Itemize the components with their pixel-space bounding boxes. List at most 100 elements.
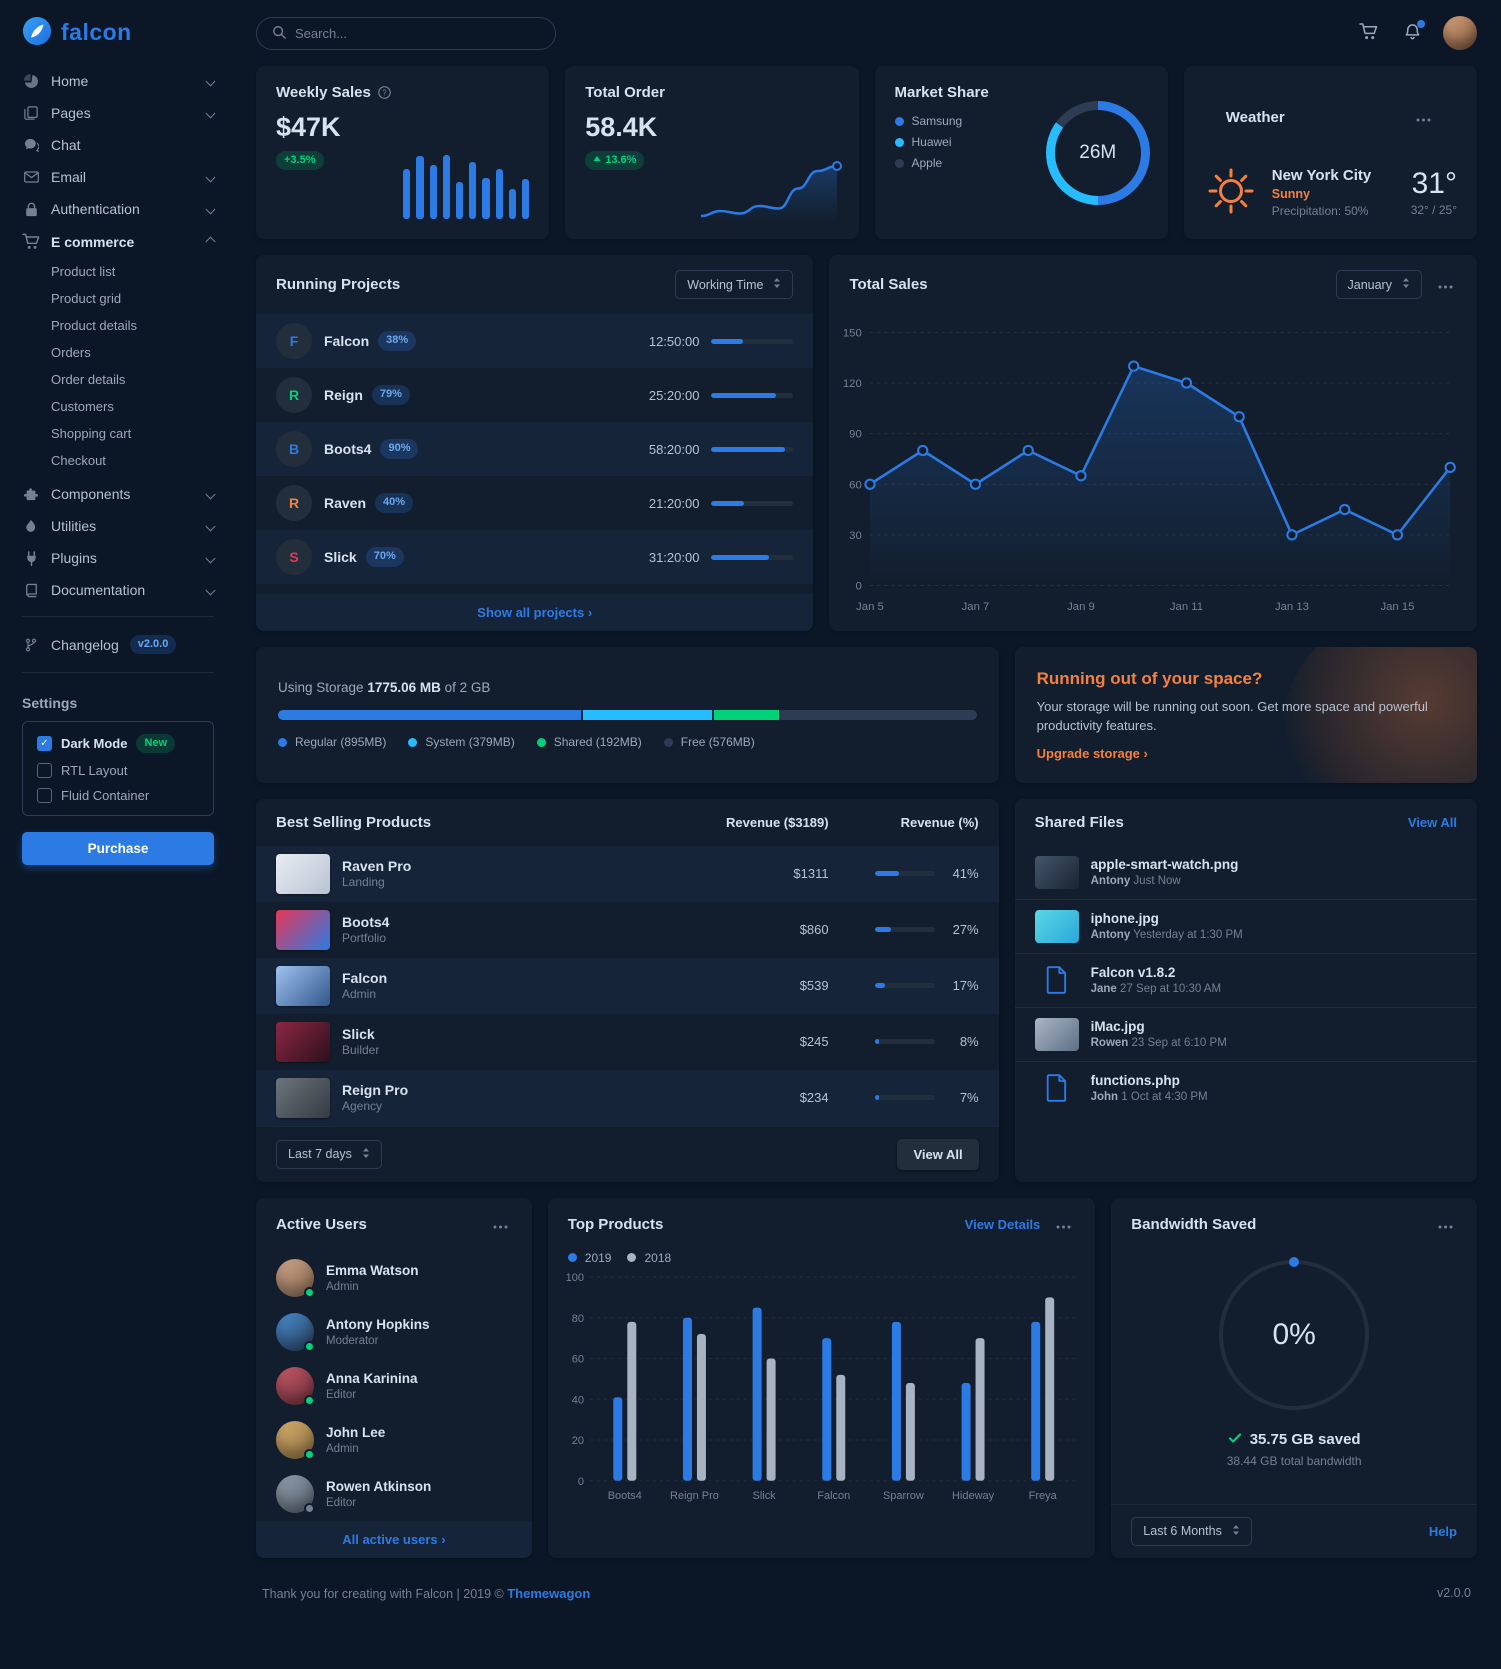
file-user: Rowen	[1090, 1037, 1129, 1049]
setting-rtl-layout[interactable]: RTL Layout	[37, 763, 199, 779]
period-select[interactable]: Last 7 days	[276, 1139, 382, 1169]
total-sales-menu-button[interactable]	[1434, 273, 1457, 296]
setting-dark-mode[interactable]: ✓ Dark Mode New	[37, 734, 199, 754]
notifications-button[interactable]	[1400, 19, 1425, 48]
help-link[interactable]: Help	[1428, 1523, 1457, 1539]
changelog-label: Changelog	[51, 636, 119, 653]
product-name[interactable]: Reign Pro	[342, 1082, 409, 1098]
user-avatar[interactable]	[1443, 16, 1477, 50]
question-icon[interactable]: ?	[377, 86, 391, 99]
ellipsis-icon	[1056, 1217, 1071, 1232]
weather-menu-button[interactable]	[1412, 106, 1435, 129]
sidebar-item-authentication[interactable]: Authentication	[22, 193, 216, 225]
legend-item-2018[interactable]: 2018	[627, 1251, 671, 1265]
sidebar-item-orders[interactable]: Orders	[51, 345, 91, 360]
sidebar-item-plugins[interactable]: Plugins	[22, 542, 216, 574]
sidebar-item-home[interactable]: Home	[22, 65, 216, 97]
view-all-link[interactable]: View All	[1407, 814, 1457, 830]
checkbox-icon[interactable]	[37, 763, 52, 779]
brand[interactable]: falcon	[22, 16, 214, 49]
project-name[interactable]: Slick	[324, 549, 357, 565]
checkbox-icon[interactable]: ✓	[37, 736, 52, 752]
view-all-button[interactable]: View All	[897, 1138, 979, 1170]
product-row-slick: Slick Builder $245 8%	[256, 1014, 999, 1070]
month-select[interactable]: January	[1335, 270, 1422, 299]
legend-item-huawei: Huawei	[894, 135, 1148, 149]
file-name[interactable]: functions.php	[1090, 1073, 1180, 1088]
product-thumbnail[interactable]	[276, 1021, 330, 1062]
project-name[interactable]: Reign	[324, 387, 363, 403]
checkbox-icon[interactable]	[37, 788, 52, 804]
project-name[interactable]: Falcon	[324, 333, 370, 349]
themewagon-link[interactable]: Themewagon	[507, 1585, 591, 1601]
show-all-projects-link[interactable]: Show all projects ›	[256, 593, 814, 631]
top-products-menu-button[interactable]	[1052, 1213, 1075, 1236]
sidebar-item-shopping-cart[interactable]: Shopping cart	[51, 426, 132, 441]
market-share-title: Market Share	[894, 84, 989, 101]
user-name[interactable]: Emma Watson	[326, 1262, 419, 1278]
bandwidth-menu-button[interactable]	[1434, 1213, 1457, 1236]
setting-fluid-container[interactable]: Fluid Container	[37, 788, 199, 804]
product-name[interactable]: Slick	[342, 1026, 375, 1042]
purchase-button[interactable]: Purchase	[22, 832, 214, 866]
legend-item-2019[interactable]: 2019	[567, 1251, 611, 1265]
sidebar-item-pages[interactable]: Pages	[22, 97, 216, 129]
file-name[interactable]: iphone.jpg	[1090, 911, 1159, 926]
project-name[interactable]: Raven	[324, 495, 367, 511]
legend-label: Samsung	[911, 114, 963, 128]
project-progress-bar	[711, 392, 794, 398]
sidebar-item-utilities[interactable]: Utilities	[22, 510, 216, 542]
best-selling-title: Best Selling Products	[276, 813, 432, 831]
product-thumbnail[interactable]	[276, 1077, 330, 1118]
user-row-anna-karinina: Anna Karinina Editor	[256, 1359, 532, 1413]
sidebar-item-email[interactable]: Email	[22, 161, 216, 193]
sidebar-item-customers[interactable]: Customers	[51, 399, 114, 414]
file-name[interactable]: apple-smart-watch.png	[1090, 857, 1239, 872]
chevron-down-icon	[205, 172, 216, 182]
shared-files-card: Shared Files View All apple-smart-watch.…	[1014, 798, 1477, 1182]
product-thumbnail[interactable]	[276, 853, 330, 894]
file-name[interactable]: iMac.jpg	[1090, 1019, 1145, 1034]
product-name[interactable]: Boots4	[342, 914, 390, 930]
file-meta: Antony Just Now	[1091, 875, 1181, 887]
cart-button[interactable]	[1355, 19, 1382, 47]
all-active-users-link[interactable]: All active users ›	[256, 1520, 532, 1558]
topbar-actions	[1355, 16, 1477, 50]
product-thumbnail[interactable]	[276, 965, 330, 1006]
sidebar-item-checkout[interactable]: Checkout	[51, 453, 106, 468]
user-name[interactable]: Rowen Atkinson	[326, 1478, 432, 1494]
user-name[interactable]: Antony Hopkins	[326, 1316, 430, 1332]
user-name[interactable]: Anna Karinina	[326, 1370, 418, 1386]
product-name[interactable]: Raven Pro	[342, 858, 412, 874]
sidebar-item-product-details[interactable]: Product details	[51, 318, 137, 333]
sidebar-item-e-commerce[interactable]: E commerce	[22, 225, 216, 258]
legend-dot	[567, 1253, 577, 1262]
file-name[interactable]: Falcon v1.8.2	[1090, 965, 1176, 980]
active-users-menu-button[interactable]	[489, 1213, 512, 1236]
project-name[interactable]: Boots4	[324, 441, 372, 457]
upgrade-storage-link[interactable]: Upgrade storage ›	[1036, 745, 1148, 761]
user-name[interactable]: John Lee	[326, 1424, 386, 1440]
sort-icon	[1232, 1524, 1240, 1539]
sidebar-item-order-details[interactable]: Order details	[51, 372, 126, 387]
view-details-link[interactable]: View Details	[964, 1216, 1041, 1232]
sidebar-item-product-grid[interactable]: Product grid	[51, 291, 122, 306]
sidebar-item-documentation[interactable]: Documentation	[22, 574, 216, 606]
chevron-down-icon	[205, 521, 216, 531]
weekly-sales-chart	[403, 155, 530, 219]
sidebar: falcon Home Pages Chat Email Authentication E…	[0, 0, 236, 1669]
sidebar-item-changelog[interactable]: Changelog v2.0.0	[22, 627, 214, 662]
file-time: 1 Oct at 4:30 PM	[1121, 1091, 1208, 1103]
search-input[interactable]	[295, 25, 540, 41]
product-thumbnail[interactable]	[276, 909, 330, 950]
sidebar-item-product-list[interactable]: Product list	[51, 264, 116, 279]
sidebar-item-chat[interactable]: Chat	[22, 129, 214, 161]
sidebar-item-components[interactable]: Components	[22, 478, 216, 510]
weekly-sales-card: Weekly Sales ? $47K +3.5%	[256, 66, 550, 239]
months-select[interactable]: Last 6 Months	[1131, 1516, 1252, 1546]
product-name[interactable]: Falcon	[342, 970, 388, 986]
working-time-select[interactable]: Working Time	[675, 270, 794, 299]
search-box[interactable]	[256, 16, 556, 50]
storage-card: Using Storage 1775.06 MB of 2 GB Regular…	[256, 646, 999, 783]
divider	[22, 672, 214, 674]
